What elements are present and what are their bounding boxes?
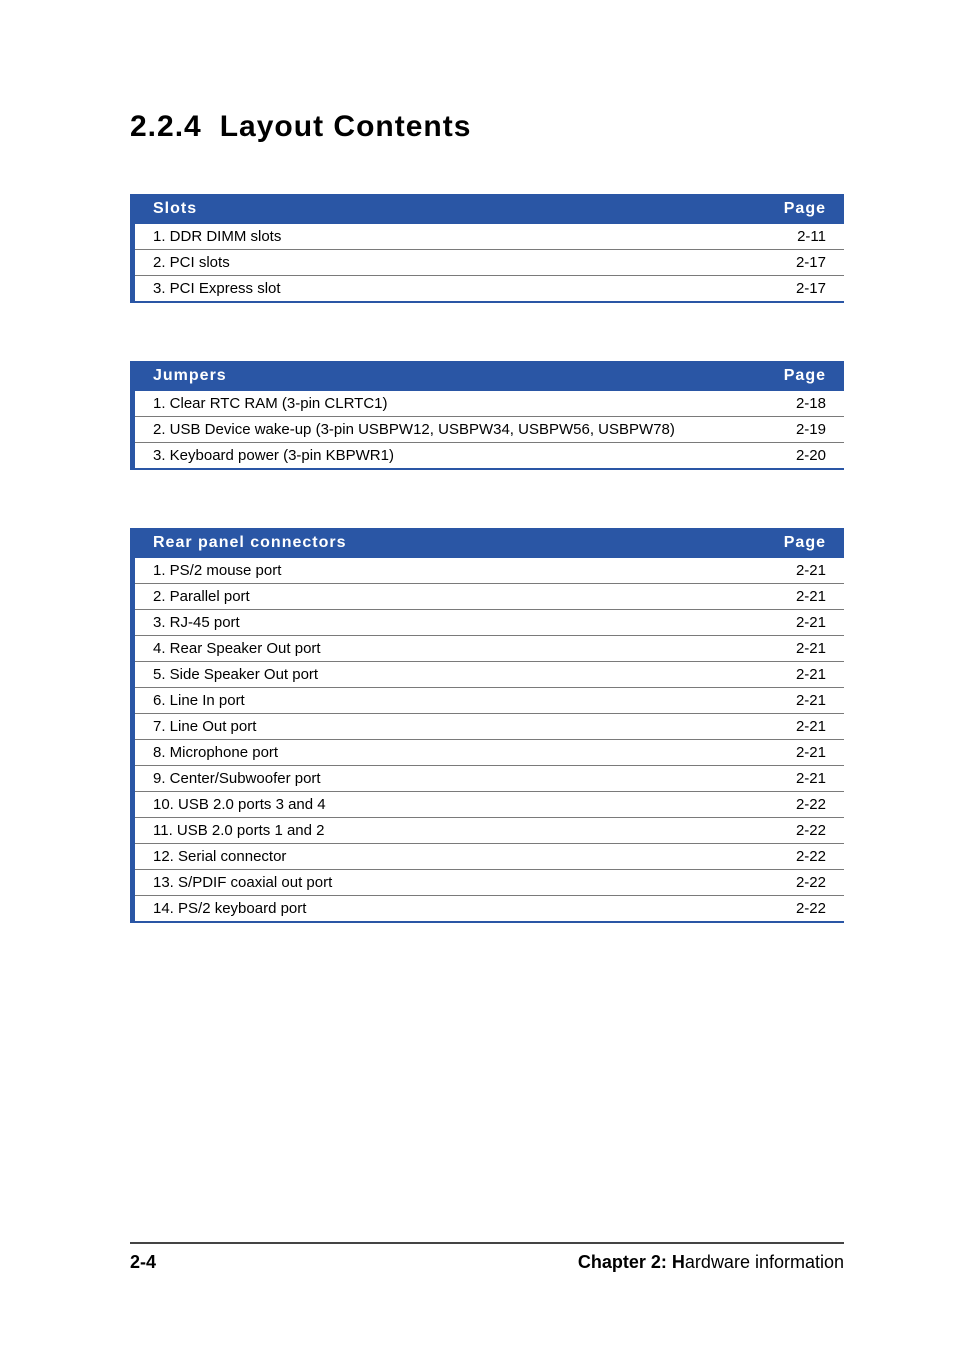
row-label: 14. PS/2 keyboard port [133,896,765,923]
table-header-page: Page [764,361,844,391]
row-label: 3. Keyboard power (3-pin KBPWR1) [133,443,765,470]
row-page: 2-21 [764,636,844,662]
row-label: 2. USB Device wake-up (3-pin USBPW12, US… [133,417,765,443]
table-row: 4. Rear Speaker Out port2-21 [133,636,845,662]
footer-chapter-light: ardware information [685,1252,844,1272]
row-label: 7. Line Out port [133,714,765,740]
table-row: 3. RJ-45 port2-21 [133,610,845,636]
row-label: 1. Clear RTC RAM (3-pin CLRTC1) [133,391,765,417]
table-header-page: Page [764,194,844,224]
table-row: 3. Keyboard power (3-pin KBPWR1)2-20 [133,443,845,470]
row-page: 2-17 [764,276,844,303]
table-row: 2. USB Device wake-up (3-pin USBPW12, US… [133,417,845,443]
row-label: 1. DDR DIMM slots [133,224,765,250]
table-row: 2. PCI slots2-17 [133,250,845,276]
row-page: 2-17 [764,250,844,276]
footer-chapter-bold: Chapter 2: H [578,1252,685,1272]
row-page: 2-11 [764,224,844,250]
row-page: 2-21 [764,662,844,688]
table-row: 10. USB 2.0 ports 3 and 42-22 [133,792,845,818]
row-page: 2-21 [764,610,844,636]
section-heading-text: Layout Contents [220,110,472,143]
table-row: 7. Line Out port2-21 [133,714,845,740]
row-page: 2-22 [764,792,844,818]
row-label: 10. USB 2.0 ports 3 and 4 [133,792,765,818]
row-label: 4. Rear Speaker Out port [133,636,765,662]
row-page: 2-21 [764,688,844,714]
row-page: 2-22 [764,870,844,896]
row-label: 3. PCI Express slot [133,276,765,303]
table-row: 13. S/PDIF coaxial out port2-22 [133,870,845,896]
table-row: 1. PS/2 mouse port2-21 [133,558,845,584]
row-label: 8. Microphone port [133,740,765,766]
content-table: Rear panel connectorsPage1. PS/2 mouse p… [130,528,844,923]
row-page: 2-21 [764,740,844,766]
row-label: 12. Serial connector [133,844,765,870]
row-page: 2-22 [764,818,844,844]
footer-chapter: Chapter 2: Hardware information [578,1252,844,1273]
table-header-label: Jumpers [133,361,765,391]
content-table: SlotsPage1. DDR DIMM slots2-112. PCI slo… [130,194,844,303]
row-label: 5. Side Speaker Out port [133,662,765,688]
row-page: 2-22 [764,844,844,870]
table-row: 6. Line In port2-21 [133,688,845,714]
section-number: 2.2.4 [130,110,202,143]
table-row: 9. Center/Subwoofer port2-21 [133,766,845,792]
table-row: 1. Clear RTC RAM (3-pin CLRTC1)2-18 [133,391,845,417]
row-label: 9. Center/Subwoofer port [133,766,765,792]
content-table: JumpersPage1. Clear RTC RAM (3-pin CLRTC… [130,361,844,470]
row-page: 2-19 [764,417,844,443]
row-page: 2-22 [764,896,844,923]
section-title: 2.2.4 Layout Contents [130,110,844,144]
row-label: 13. S/PDIF coaxial out port [133,870,765,896]
table-header-page: Page [764,528,844,558]
document-page: 2.2.4Layout Contents SlotsPage1. DDR DIM… [0,0,954,1351]
table-header-label: Slots [133,194,765,224]
table-row: 12. Serial connector2-22 [133,844,845,870]
tables-container: SlotsPage1. DDR DIMM slots2-112. PCI slo… [130,194,844,923]
table-row: 2. Parallel port2-21 [133,584,845,610]
row-label: 2. Parallel port [133,584,765,610]
row-page: 2-20 [764,443,844,470]
row-page: 2-21 [764,558,844,584]
table-row: 8. Microphone port2-21 [133,740,845,766]
row-label: 3. RJ-45 port [133,610,765,636]
row-page: 2-21 [764,766,844,792]
row-page: 2-21 [764,584,844,610]
footer-page-number: 2-4 [130,1252,156,1273]
table-row: 14. PS/2 keyboard port2-22 [133,896,845,923]
table-row: 3. PCI Express slot2-17 [133,276,845,303]
row-label: 2. PCI slots [133,250,765,276]
row-page: 2-18 [764,391,844,417]
row-label: 6. Line In port [133,688,765,714]
table-row: 5. Side Speaker Out port2-21 [133,662,845,688]
page-footer: 2-4 Chapter 2: Hardware information [130,1242,844,1273]
table-row: 11. USB 2.0 ports 1 and 22-22 [133,818,845,844]
row-label: 11. USB 2.0 ports 1 and 2 [133,818,765,844]
row-page: 2-21 [764,714,844,740]
table-row: 1. DDR DIMM slots2-11 [133,224,845,250]
row-label: 1. PS/2 mouse port [133,558,765,584]
table-header-label: Rear panel connectors [133,528,765,558]
